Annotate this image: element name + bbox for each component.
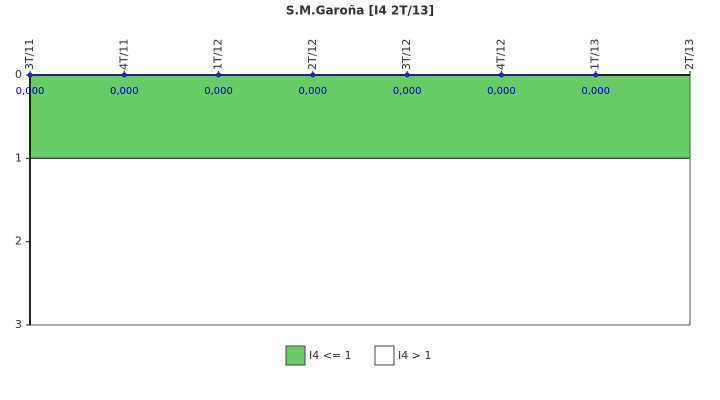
point	[121, 72, 127, 78]
x-tick-label: 4T/12	[494, 39, 507, 70]
value-label: 0,000	[393, 86, 422, 97]
value-label: 0,000	[204, 86, 233, 97]
x-tick-label: 1T/12	[212, 39, 225, 70]
point	[27, 72, 33, 78]
legend-swatch	[285, 345, 306, 366]
value-label: 0,000	[16, 86, 45, 97]
chart-title: S.M.Garoña [I4 2T/13]	[286, 4, 434, 18]
x-tick-label: 4T/11	[117, 39, 130, 70]
legend-label: I4 > 1	[398, 349, 431, 362]
x-tick-label: 2T/12	[306, 39, 319, 70]
value-label: 0,000	[110, 86, 139, 97]
point	[498, 72, 504, 78]
legend-swatch	[374, 345, 395, 366]
legend-label: I4 <= 1	[309, 349, 352, 362]
band	[29, 74, 691, 159]
band	[29, 157, 691, 326]
point	[216, 72, 222, 78]
point	[593, 72, 599, 78]
point	[404, 72, 410, 78]
value-label: 0,000	[581, 86, 610, 97]
value-label: 0,000	[487, 86, 516, 97]
x-tick-label: 3T/11	[23, 39, 36, 70]
x-tick-label: 3T/12	[400, 39, 413, 70]
point	[310, 72, 316, 78]
x-tick-label: 2T/13	[683, 39, 696, 70]
value-label: 0,000	[299, 86, 328, 97]
y-tick-label: 2	[15, 235, 22, 248]
y-tick-label: 1	[15, 151, 22, 164]
x-tick-label: 1T/13	[589, 39, 602, 70]
y-tick-label: 3	[15, 318, 22, 331]
y-tick-label: 0	[15, 68, 22, 81]
